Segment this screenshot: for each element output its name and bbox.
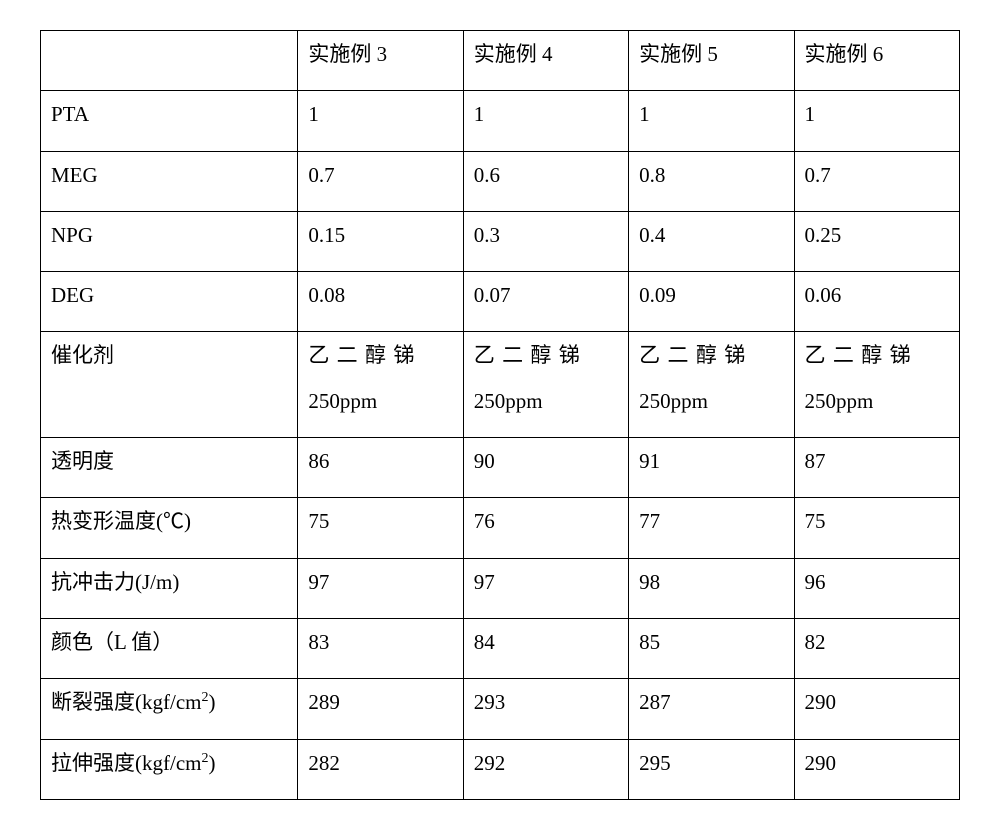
catalyst-name: 乙二醇锑 — [474, 342, 618, 369]
row-deg: DEG 0.08 0.07 0.09 0.06 — [41, 272, 960, 332]
row-npg: NPG 0.15 0.3 0.4 0.25 — [41, 211, 960, 271]
catalyst-ppm: 250ppm — [308, 388, 452, 415]
cell: 85 — [629, 618, 794, 678]
cell: 0.07 — [463, 272, 628, 332]
row-label: 颜色（L 值） — [41, 618, 298, 678]
cell: 1 — [629, 91, 794, 151]
cell: 295 — [629, 739, 794, 799]
row-label: 透明度 — [41, 438, 298, 498]
cell: 290 — [794, 739, 959, 799]
cell: 83 — [298, 618, 463, 678]
row-transparency: 透明度 86 90 91 87 — [41, 438, 960, 498]
row-meg: MEG 0.7 0.6 0.8 0.7 — [41, 151, 960, 211]
cell: 82 — [794, 618, 959, 678]
cell: 77 — [629, 498, 794, 558]
cell: 乙二醇锑 250ppm — [794, 332, 959, 438]
cell: 98 — [629, 558, 794, 618]
data-table: 实施例 3 实施例 4 实施例 5 实施例 6 PTA 1 1 1 1 MEG … — [40, 30, 960, 800]
row-break: 断裂强度(kgf/cm2) 289 293 287 290 — [41, 679, 960, 739]
cell: 1 — [298, 91, 463, 151]
cell: 292 — [463, 739, 628, 799]
row-hdt: 热变形温度(℃) 75 76 77 75 — [41, 498, 960, 558]
cell: 290 — [794, 679, 959, 739]
row-pta: PTA 1 1 1 1 — [41, 91, 960, 151]
cell: 91 — [629, 438, 794, 498]
cell: 289 — [298, 679, 463, 739]
cell: 293 — [463, 679, 628, 739]
catalyst-name: 乙二醇锑 — [639, 342, 783, 369]
cell: 97 — [298, 558, 463, 618]
header-ex5: 实施例 5 — [629, 31, 794, 91]
row-color: 颜色（L 值） 83 84 85 82 — [41, 618, 960, 678]
cell: 1 — [794, 91, 959, 151]
cell: 0.7 — [794, 151, 959, 211]
row-label: 抗冲击力(J/m) — [41, 558, 298, 618]
row-catalyst: 催化剂 乙二醇锑 250ppm 乙二醇锑 250ppm 乙二醇锑 250ppm … — [41, 332, 960, 438]
catalyst-ppm: 250ppm — [805, 388, 949, 415]
row-label: 催化剂 — [41, 332, 298, 438]
cell: 乙二醇锑 250ppm — [298, 332, 463, 438]
cell: 75 — [298, 498, 463, 558]
cell: 84 — [463, 618, 628, 678]
cell: 0.7 — [298, 151, 463, 211]
cell: 282 — [298, 739, 463, 799]
cell: 86 — [298, 438, 463, 498]
row-label: PTA — [41, 91, 298, 151]
header-row: 实施例 3 实施例 4 实施例 5 实施例 6 — [41, 31, 960, 91]
row-label: 热变形温度(℃) — [41, 498, 298, 558]
cell: 0.25 — [794, 211, 959, 271]
cell: 0.08 — [298, 272, 463, 332]
catalyst-ppm: 250ppm — [474, 388, 618, 415]
catalyst-name: 乙二醇锑 — [805, 342, 949, 369]
cell: 0.3 — [463, 211, 628, 271]
row-tensile: 拉伸强度(kgf/cm2) 282 292 295 290 — [41, 739, 960, 799]
row-label: DEG — [41, 272, 298, 332]
cell: 0.15 — [298, 211, 463, 271]
catalyst-name: 乙二醇锑 — [308, 342, 452, 369]
cell: 0.6 — [463, 151, 628, 211]
cell: 96 — [794, 558, 959, 618]
header-ex3: 实施例 3 — [298, 31, 463, 91]
cell: 0.8 — [629, 151, 794, 211]
cell: 0.4 — [629, 211, 794, 271]
cell: 287 — [629, 679, 794, 739]
cell: 90 — [463, 438, 628, 498]
row-label: 断裂强度(kgf/cm2) — [41, 679, 298, 739]
cell: 乙二醇锑 250ppm — [629, 332, 794, 438]
cell: 乙二醇锑 250ppm — [463, 332, 628, 438]
catalyst-ppm: 250ppm — [639, 388, 783, 415]
row-label: NPG — [41, 211, 298, 271]
header-ex4: 实施例 4 — [463, 31, 628, 91]
cell: 87 — [794, 438, 959, 498]
cell: 76 — [463, 498, 628, 558]
row-impact: 抗冲击力(J/m) 97 97 98 96 — [41, 558, 960, 618]
row-label: MEG — [41, 151, 298, 211]
row-label: 拉伸强度(kgf/cm2) — [41, 739, 298, 799]
cell: 75 — [794, 498, 959, 558]
cell: 1 — [463, 91, 628, 151]
header-blank — [41, 31, 298, 91]
cell: 97 — [463, 558, 628, 618]
cell: 0.06 — [794, 272, 959, 332]
header-ex6: 实施例 6 — [794, 31, 959, 91]
cell: 0.09 — [629, 272, 794, 332]
